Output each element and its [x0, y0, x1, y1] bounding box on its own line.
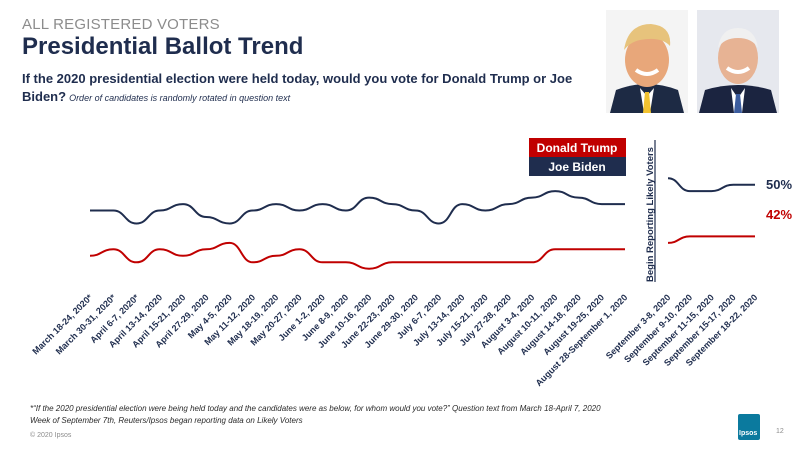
- legend-trump-swatch: [529, 138, 626, 157]
- kicker-label: ALL REGISTERED VOTERS: [22, 16, 220, 33]
- footnote-line-2: Week of September 7th, Reuters/Ipsos beg…: [30, 416, 303, 425]
- end-labels: 50% 42%: [766, 177, 792, 222]
- footnote-line-1: *“If the 2020 presidential election were…: [30, 404, 601, 413]
- biden-photo: [697, 10, 779, 113]
- footnote: *“If the 2020 presidential election were…: [30, 403, 650, 427]
- divider-group: Begin Reporting Likely Voters: [645, 140, 656, 282]
- question-note: Order of candidates is randomly rotated …: [69, 93, 291, 103]
- question-text: If the 2020 presidential election were h…: [22, 70, 592, 107]
- biden-end-label: 50%: [766, 177, 792, 192]
- legend: Donald Trump Joe Biden: [529, 138, 626, 176]
- trump-line-segment-2: [667, 235, 755, 244]
- legend-biden-swatch: [529, 157, 626, 176]
- legend-biden-label: Joe Biden: [548, 160, 605, 174]
- ipsos-logo-text: Ipsos: [739, 430, 758, 437]
- ipsos-logo: Ipsos: [738, 414, 760, 440]
- question-main: If the 2020 presidential election were h…: [22, 71, 573, 104]
- x-tick-labels: March 18-24, 2020*March 30-31, 2020*Apri…: [30, 292, 759, 388]
- page-number: 12: [776, 428, 784, 435]
- trump-photo: [606, 10, 688, 113]
- series-lines: [89, 177, 755, 270]
- divider-label: Begin Reporting Likely Voters: [645, 147, 656, 282]
- copyright: © 2020 Ipsos: [30, 432, 72, 439]
- biden-line-segment-1: [89, 190, 625, 225]
- biden-line-segment-2: [667, 177, 755, 193]
- page-title: Presidential Ballot Trend: [22, 33, 304, 60]
- trump-end-label: 42%: [766, 207, 792, 222]
- legend-trump-label: Donald Trump: [537, 141, 618, 155]
- trump-line-segment-1: [89, 241, 625, 270]
